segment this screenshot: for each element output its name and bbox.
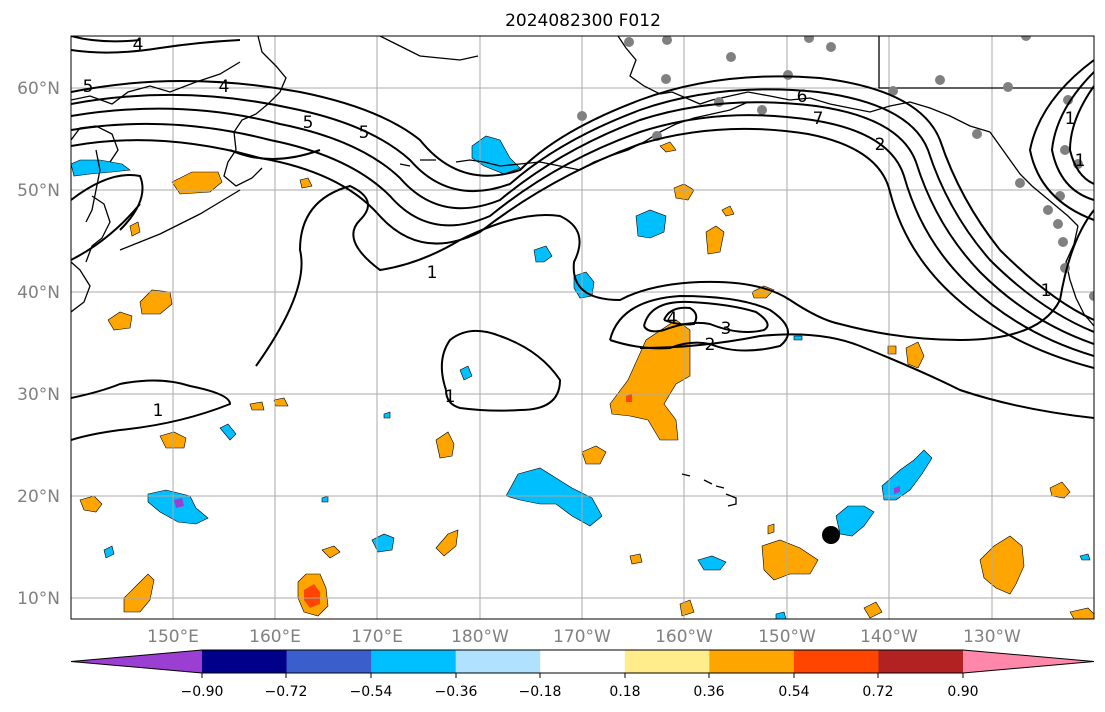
- lat-label: 60°N: [17, 79, 60, 99]
- colorbar-segment: [709, 650, 795, 673]
- colorbar-segment: [455, 650, 541, 673]
- lat-label: 50°N: [17, 181, 60, 201]
- lat-label: 10°N: [17, 589, 60, 609]
- bc-coast: [989, 131, 1079, 227]
- border-line: [878, 36, 1094, 89]
- colorbar-segment: [286, 650, 372, 673]
- colorbar-segment: [371, 650, 457, 673]
- colorbar-tick-label: 0.90: [947, 684, 978, 700]
- colorbar-segment: [202, 650, 288, 673]
- lat-label: 40°N: [17, 283, 60, 303]
- map-panel: 4 5 4 5 5 6 7 2 1 1 1 2 3 4 1 1 1: [70, 35, 1095, 620]
- siberia-coast: [71, 61, 241, 105]
- longitude-labels: 150°E 160°E 170°E 180°W 170°W 160°W 150°…: [147, 627, 1021, 647]
- okhotsk-coast: [71, 125, 119, 163]
- lat-label: 20°N: [17, 487, 60, 507]
- sakhalin-coast: [85, 149, 101, 223]
- contour-label: 3: [721, 319, 732, 339]
- map-frame: [70, 35, 1095, 620]
- colorbar-tick-label: 0.72: [862, 684, 893, 700]
- colorbar-tick-label: −0.18: [519, 684, 562, 700]
- colorbar-segments: [71, 650, 1094, 673]
- japan-coast: [71, 261, 91, 313]
- contour-label: 6: [797, 87, 808, 107]
- chukotka-coast: [379, 36, 479, 61]
- lat-label: 30°N: [17, 385, 60, 405]
- contour-label: 1: [427, 263, 438, 283]
- colorbar-tick-label: −0.72: [265, 684, 308, 700]
- lon-label: 150°W: [758, 627, 816, 647]
- lon-label: 150°E: [147, 627, 199, 647]
- contour-label: 1: [1041, 281, 1052, 301]
- lon-label: 180°W: [451, 627, 509, 647]
- station-markers: [577, 36, 1094, 301]
- highlight-marker: [822, 526, 840, 544]
- figure-title: 2024082300 F012: [505, 11, 661, 31]
- contour-label: 5: [83, 77, 94, 97]
- colorbar-tick-label: −0.54: [350, 684, 393, 700]
- lon-label: 160°W: [655, 627, 713, 647]
- kamchatka-coast: [223, 36, 287, 187]
- contour-label: 4: [219, 77, 230, 97]
- lon-label: 130°W: [963, 627, 1021, 647]
- colorbar-segment: [878, 650, 964, 673]
- colorbar: −0.90 −0.72 −0.54 −0.36 −0.18 0.18 0.36 …: [70, 649, 1095, 700]
- aleutian-islands: [455, 159, 581, 171]
- strong-negative-shading: [174, 486, 900, 508]
- graticule: [71, 36, 1094, 619]
- positive-anomaly-shading: [79, 141, 1094, 619]
- contour-label: 2: [875, 135, 886, 155]
- contour-label: 1: [445, 387, 456, 407]
- colorbar-segment: [540, 650, 626, 673]
- lon-label: 170°E: [351, 627, 403, 647]
- strong-positive-shading: [304, 394, 632, 608]
- alaska-south-coast: [747, 91, 991, 133]
- colorbar-tick-label: 0.54: [778, 684, 809, 700]
- aleutian-tail: [399, 159, 436, 167]
- colorbar-tick-label: 0.18: [609, 684, 640, 700]
- contour-label: 1: [153, 401, 164, 421]
- contour-label: 4: [133, 35, 144, 55]
- lon-label: 170°W: [553, 627, 611, 647]
- contour-labels: 4 5 4 5 5 6 7 2 1 1 1 2 3 4 1 1 1: [83, 35, 1086, 421]
- contour-lines: [71, 36, 1094, 441]
- colorbar-segment: [624, 650, 710, 673]
- contour-label: 7: [813, 109, 824, 129]
- colorbar-tick-label: 0.36: [693, 684, 724, 700]
- lon-label: 160°E: [249, 627, 301, 647]
- lon-label: 140°W: [860, 627, 918, 647]
- contour-label: 1: [1065, 109, 1076, 129]
- colorbar-tick-label: −0.36: [435, 684, 478, 700]
- contour-label: 5: [303, 113, 314, 133]
- colorbar-ticks: [201, 673, 964, 678]
- kuril-islands: [119, 189, 241, 251]
- contour-label: 1: [1075, 151, 1086, 171]
- contour-label: 5: [359, 123, 370, 143]
- contour-label: 2: [705, 335, 716, 355]
- colorbar-segment: [793, 650, 879, 673]
- contour-label: 4: [667, 309, 678, 329]
- colorbar-extend-low: [71, 650, 202, 673]
- hawaii-islands: [681, 473, 737, 507]
- colorbar-tick-labels: −0.90 −0.72 −0.54 −0.36 −0.18 0.18 0.36 …: [181, 684, 979, 700]
- colorbar-tick-label: −0.90: [181, 684, 224, 700]
- colorbar-extend-high: [963, 650, 1094, 673]
- latitude-labels: 60°N 50°N 40°N 30°N 20°N 10°N: [17, 79, 60, 609]
- negative-anomaly-shading: [71, 135, 1091, 619]
